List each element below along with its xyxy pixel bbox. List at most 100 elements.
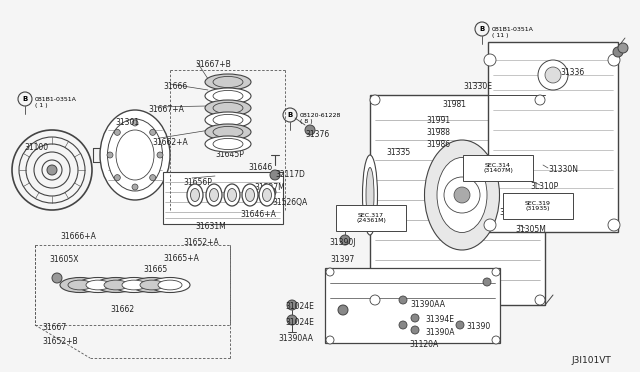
Ellipse shape xyxy=(205,112,251,128)
Text: B: B xyxy=(22,96,28,102)
Circle shape xyxy=(107,152,113,158)
Ellipse shape xyxy=(140,280,164,290)
Ellipse shape xyxy=(227,189,237,202)
Circle shape xyxy=(613,47,623,57)
Text: 31667+B: 31667+B xyxy=(195,60,231,69)
Circle shape xyxy=(535,295,545,305)
Text: 31605X: 31605X xyxy=(49,255,79,264)
Circle shape xyxy=(608,54,620,66)
Circle shape xyxy=(157,152,163,158)
Circle shape xyxy=(545,67,561,83)
Circle shape xyxy=(492,336,500,344)
Text: 31988: 31988 xyxy=(426,128,450,137)
Circle shape xyxy=(305,125,315,135)
Text: 32117D: 32117D xyxy=(275,170,305,179)
Circle shape xyxy=(411,314,419,322)
Text: SEC.319
(31935): SEC.319 (31935) xyxy=(525,201,551,211)
Text: 31666: 31666 xyxy=(163,82,188,91)
Bar xyxy=(488,42,618,232)
Text: 31665: 31665 xyxy=(143,265,167,274)
Text: 31390AA: 31390AA xyxy=(410,300,445,309)
Circle shape xyxy=(115,174,120,181)
Circle shape xyxy=(538,60,568,90)
Text: 31652+C: 31652+C xyxy=(213,110,249,119)
Text: 31631M: 31631M xyxy=(195,222,226,231)
Text: 31120A: 31120A xyxy=(409,340,438,349)
Circle shape xyxy=(608,219,620,231)
Bar xyxy=(336,205,406,231)
Ellipse shape xyxy=(86,280,110,290)
Circle shape xyxy=(268,188,276,196)
Ellipse shape xyxy=(191,189,200,202)
Circle shape xyxy=(411,326,419,334)
Circle shape xyxy=(484,219,496,231)
Ellipse shape xyxy=(213,76,243,87)
Ellipse shape xyxy=(246,189,255,202)
Bar xyxy=(325,268,500,343)
Ellipse shape xyxy=(362,155,378,235)
Circle shape xyxy=(356,216,364,224)
Ellipse shape xyxy=(213,126,243,138)
Circle shape xyxy=(326,268,334,276)
Bar xyxy=(503,193,573,219)
Text: 31666+A: 31666+A xyxy=(60,232,96,241)
Ellipse shape xyxy=(150,278,190,292)
Bar xyxy=(163,172,283,224)
Ellipse shape xyxy=(205,74,251,90)
Circle shape xyxy=(456,321,464,329)
Circle shape xyxy=(287,315,297,325)
Text: 31390A: 31390A xyxy=(425,328,454,337)
Ellipse shape xyxy=(68,280,92,290)
Text: 31656P: 31656P xyxy=(183,178,212,187)
Circle shape xyxy=(370,295,380,305)
Ellipse shape xyxy=(187,184,203,206)
Text: SEC.317
(24361M): SEC.317 (24361M) xyxy=(356,213,386,224)
Text: 31662: 31662 xyxy=(110,305,134,314)
Ellipse shape xyxy=(213,102,243,113)
Text: SEC.314
(31407M): SEC.314 (31407M) xyxy=(483,163,513,173)
Ellipse shape xyxy=(132,278,172,292)
Text: 31526Q: 31526Q xyxy=(499,208,529,217)
Ellipse shape xyxy=(108,119,163,191)
Text: 31390J: 31390J xyxy=(329,238,355,247)
Circle shape xyxy=(399,321,407,329)
Circle shape xyxy=(484,54,496,66)
Text: J3I101VT: J3I101VT xyxy=(571,356,611,365)
Ellipse shape xyxy=(205,88,251,104)
Ellipse shape xyxy=(205,100,251,116)
Circle shape xyxy=(399,296,407,304)
Ellipse shape xyxy=(213,115,243,126)
Text: 3L310P: 3L310P xyxy=(530,182,558,191)
Text: 31100: 31100 xyxy=(24,143,48,152)
Ellipse shape xyxy=(213,90,243,102)
Ellipse shape xyxy=(122,280,146,290)
Circle shape xyxy=(270,170,280,180)
Ellipse shape xyxy=(206,184,222,206)
Ellipse shape xyxy=(424,140,499,250)
Ellipse shape xyxy=(213,138,243,150)
Circle shape xyxy=(132,120,138,126)
Ellipse shape xyxy=(158,280,182,290)
Text: 31986: 31986 xyxy=(426,140,450,149)
Ellipse shape xyxy=(60,278,100,292)
Text: 31336: 31336 xyxy=(560,68,584,77)
Circle shape xyxy=(454,187,470,203)
Ellipse shape xyxy=(104,280,128,290)
Ellipse shape xyxy=(366,167,374,222)
Text: 31646: 31646 xyxy=(248,163,272,172)
Text: 31390: 31390 xyxy=(466,322,490,331)
Circle shape xyxy=(115,129,120,135)
Text: 31665+A: 31665+A xyxy=(163,254,199,263)
Circle shape xyxy=(338,305,348,315)
Text: 31376: 31376 xyxy=(305,130,329,139)
Circle shape xyxy=(483,278,491,286)
Ellipse shape xyxy=(437,157,487,232)
Circle shape xyxy=(618,43,628,53)
Ellipse shape xyxy=(78,278,118,292)
Text: 31390AA: 31390AA xyxy=(278,334,313,343)
Text: B: B xyxy=(287,112,292,118)
Text: 31652+A: 31652+A xyxy=(183,238,219,247)
Text: 081B1-0351A
( 1 ): 081B1-0351A ( 1 ) xyxy=(35,97,77,108)
Ellipse shape xyxy=(205,136,251,152)
Text: 31526QA: 31526QA xyxy=(272,198,307,207)
